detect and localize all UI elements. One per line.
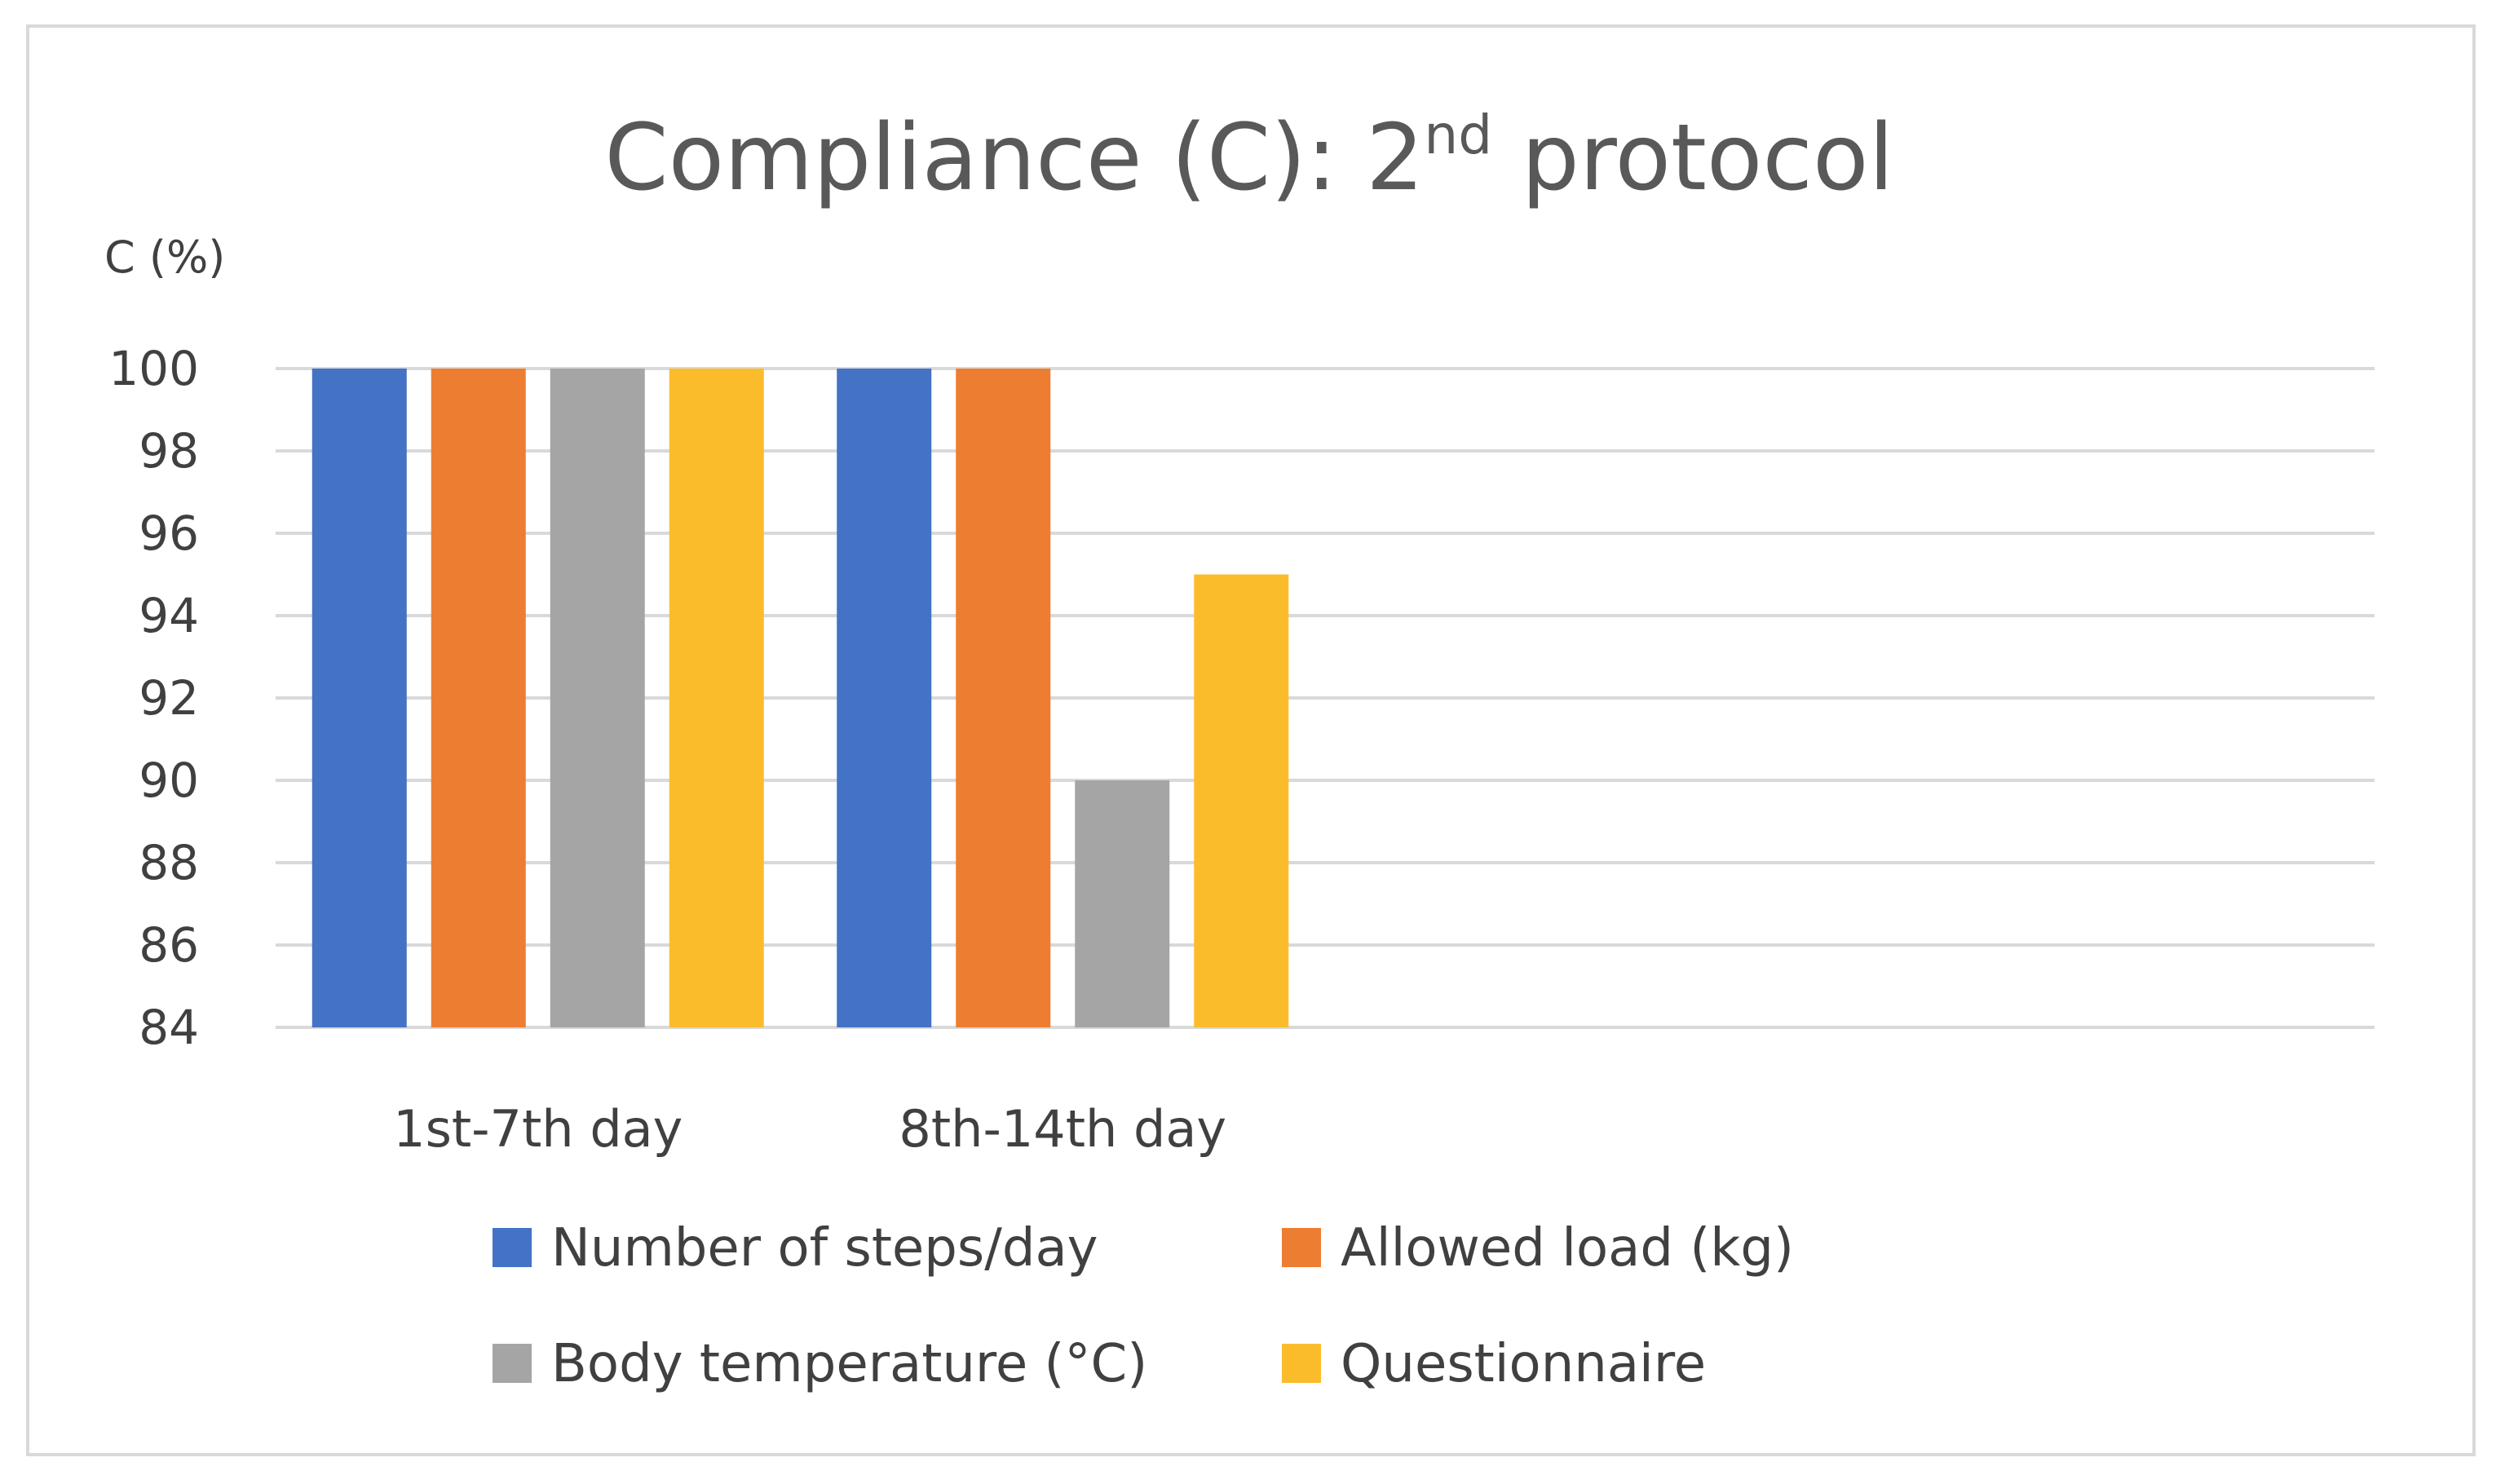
- chart-title-tail: protocol: [1492, 105, 1893, 211]
- y-tick-labels: 84 86 88 90 92 94 96 98 100: [108, 341, 199, 1055]
- legend: Number of steps/day Allowed load (kg) Body…: [493, 1218, 1794, 1394]
- legend-label: Body temperature (°C): [551, 1334, 1147, 1394]
- bar-body-temperature-c--1: [1075, 780, 1170, 1027]
- bar-questionnaire-1: [1194, 574, 1289, 1027]
- chart-title-superscript: nd: [1424, 104, 1492, 166]
- y-tick-label: 94: [139, 588, 199, 643]
- y-tick-label: 86: [139, 917, 199, 973]
- y-axis-label: C (%): [104, 232, 225, 283]
- legend-label: Number of steps/day: [551, 1218, 1098, 1279]
- y-tick-label: 88: [139, 835, 199, 890]
- legend-swatch: [1282, 1344, 1321, 1383]
- legend-swatch: [493, 1228, 532, 1267]
- x-tick-label: 1st-7th day: [393, 1099, 683, 1159]
- y-tick-label: 92: [139, 670, 199, 726]
- x-tick-labels: 1st-7th day 8th-14th day: [393, 1099, 1226, 1159]
- legend-label: Questionnaire: [1341, 1334, 1706, 1394]
- bar-allowed-load-kg--1: [956, 369, 1051, 1027]
- chart-frame: Compliance (C): 2nd protocol C (%) 84 86 8…: [26, 24, 2476, 1456]
- chart-title-main: Compliance (C): 2: [604, 105, 1424, 211]
- bars: [311, 369, 1289, 1027]
- y-tick-label: 90: [139, 753, 199, 808]
- bar-number-of-steps-day-1: [837, 369, 932, 1027]
- legend-label: Allowed load (kg): [1341, 1218, 1794, 1279]
- legend-swatch: [493, 1344, 532, 1383]
- bar-allowed-load-kg--0: [431, 369, 526, 1027]
- y-tick-label: 84: [139, 1000, 199, 1055]
- legend-swatch: [1282, 1228, 1321, 1267]
- bar-number-of-steps-day-0: [311, 369, 407, 1027]
- y-tick-label: 100: [108, 341, 199, 396]
- bar-questionnaire-0: [669, 369, 764, 1027]
- bar-body-temperature-c--0: [550, 369, 645, 1027]
- chart-svg: Compliance (C): 2nd protocol C (%) 84868…: [104, 104, 2375, 1394]
- chart-title: Compliance (C): 2nd protocol: [604, 104, 1893, 211]
- x-tick-label: 8th-14th day: [899, 1099, 1226, 1159]
- y-tick-label: 98: [139, 423, 199, 479]
- y-tick-label: 96: [139, 506, 199, 561]
